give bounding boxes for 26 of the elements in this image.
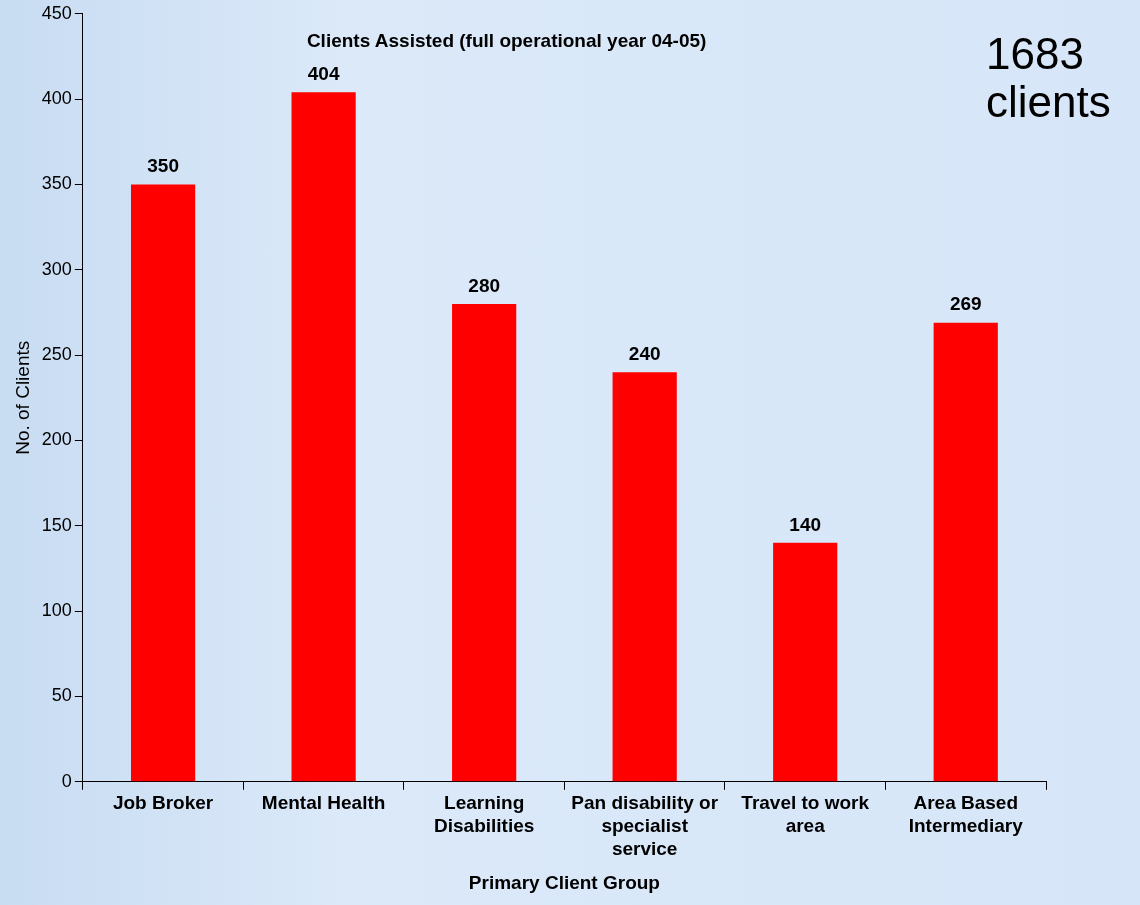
- data-label: 404: [307, 63, 340, 85]
- text: Clients Assisted (full operational year 04-05): [306, 30, 707, 52]
- x-axis-title: Primary Client Group: [468, 871, 660, 893]
- y-tick-label: 50: [51, 685, 72, 706]
- data-label: 280: [468, 274, 500, 296]
- y-tick-label: 300: [41, 258, 72, 279]
- x-tick-label: Learning Disabilities: [433, 792, 535, 837]
- x-tick-label: Travel to work area: [741, 792, 870, 837]
- y-tick-label: 350: [41, 173, 72, 194]
- y-tick-label: 450: [41, 2, 72, 23]
- y-tick-label: 0: [61, 770, 72, 791]
- y-tick-label: 100: [41, 600, 72, 621]
- y-tick-label: 400: [41, 88, 72, 109]
- data-label: 350: [147, 155, 179, 177]
- y-axis-title: No. of Clients: [11, 340, 33, 455]
- y-tick-label: 150: [41, 514, 72, 535]
- annotation: 1683 clients: [986, 29, 1112, 126]
- data-label: 140: [789, 513, 822, 535]
- data-label: 269: [949, 293, 982, 315]
- y-tick-label: 250: [41, 344, 72, 365]
- x-tick-label: Area Based Intermediary: [908, 792, 1024, 837]
- x-tick-label: Mental Health: [261, 792, 386, 814]
- x-tick-label: Job Broker: [112, 792, 214, 814]
- data-label: 240: [628, 342, 661, 364]
- x-tick-label: Pan disability or specialist service: [571, 792, 719, 860]
- y-tick-label: 200: [41, 429, 72, 450]
